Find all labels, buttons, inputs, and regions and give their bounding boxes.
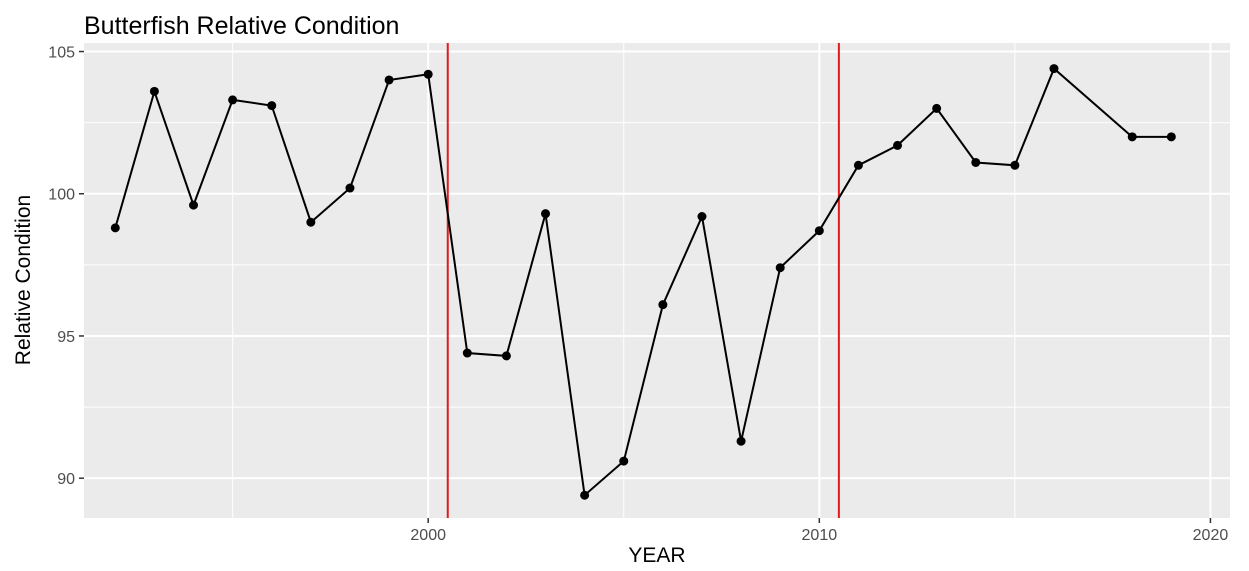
data-point <box>658 300 668 310</box>
series-points <box>110 64 1176 500</box>
data-point <box>971 157 981 167</box>
x-axis-ticks: 2000 2010 2020 <box>410 518 1228 544</box>
data-point <box>462 348 472 358</box>
data-point <box>893 140 903 150</box>
y-tick-label: 90 <box>57 471 75 488</box>
data-point <box>541 209 551 219</box>
x-tick-label: 2010 <box>802 527 838 544</box>
data-point <box>423 69 433 79</box>
major-gridlines <box>84 43 1230 518</box>
data-point <box>775 263 785 273</box>
minor-gridlines <box>84 43 1230 518</box>
plot-panel <box>84 43 1230 518</box>
y-axis-label: Relative Condition <box>12 195 35 365</box>
chart-title: Butterfish Relative Condition <box>84 12 399 40</box>
data-point <box>853 160 863 170</box>
data-point <box>619 456 629 466</box>
data-point <box>1166 132 1176 142</box>
y-tick-label: 105 <box>48 45 75 62</box>
data-point <box>697 212 707 222</box>
data-point <box>267 101 277 111</box>
data-point <box>228 95 238 105</box>
x-tick-label: 2020 <box>1193 527 1229 544</box>
data-point <box>736 436 746 446</box>
data-point <box>345 183 355 193</box>
data-point <box>1049 64 1059 74</box>
data-point <box>501 351 511 361</box>
x-tick-label: 2000 <box>410 527 446 544</box>
data-point <box>814 226 824 236</box>
data-point <box>110 223 120 233</box>
x-axis-label: YEAR <box>628 544 685 567</box>
data-point <box>580 490 590 500</box>
y-tick-label: 95 <box>57 329 75 346</box>
data-point <box>932 103 942 113</box>
data-point <box>1010 160 1020 170</box>
data-point <box>1127 132 1137 142</box>
data-point <box>384 75 394 85</box>
y-axis-ticks: 90 95 100 105 <box>48 45 84 488</box>
data-point <box>149 86 159 96</box>
y-tick-label: 100 <box>48 187 75 204</box>
reference-lines <box>446 43 840 518</box>
data-point <box>189 200 199 210</box>
data-point <box>306 217 316 227</box>
